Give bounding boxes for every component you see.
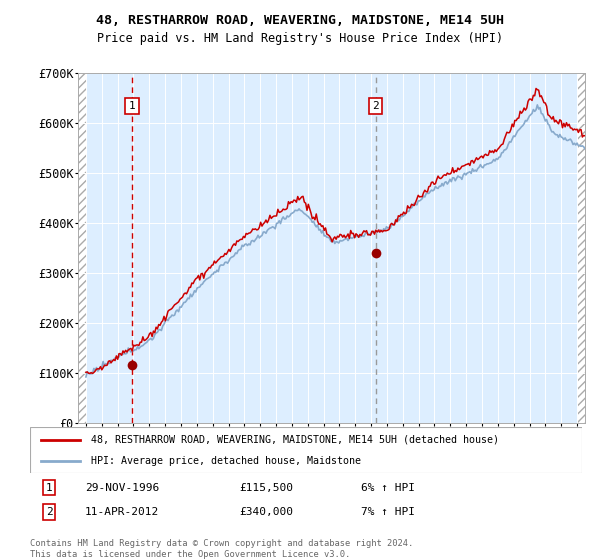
Text: 6% ↑ HPI: 6% ↑ HPI xyxy=(361,483,415,493)
Text: 48, RESTHARROW ROAD, WEAVERING, MAIDSTONE, ME14 5UH (detached house): 48, RESTHARROW ROAD, WEAVERING, MAIDSTON… xyxy=(91,435,499,445)
Text: 1: 1 xyxy=(46,483,53,493)
Text: Price paid vs. HM Land Registry's House Price Index (HPI): Price paid vs. HM Land Registry's House … xyxy=(97,32,503,45)
FancyBboxPatch shape xyxy=(30,427,582,473)
Text: 2: 2 xyxy=(46,507,53,517)
Text: 29-NOV-1996: 29-NOV-1996 xyxy=(85,483,160,493)
Text: 7% ↑ HPI: 7% ↑ HPI xyxy=(361,507,415,517)
Text: 11-APR-2012: 11-APR-2012 xyxy=(85,507,160,517)
Bar xyxy=(78,73,87,423)
Text: HPI: Average price, detached house, Maidstone: HPI: Average price, detached house, Maid… xyxy=(91,456,361,466)
Text: £115,500: £115,500 xyxy=(240,483,294,493)
Text: 48, RESTHARROW ROAD, WEAVERING, MAIDSTONE, ME14 5UH: 48, RESTHARROW ROAD, WEAVERING, MAIDSTON… xyxy=(96,14,504,27)
Bar xyxy=(578,73,585,423)
Text: 1: 1 xyxy=(128,101,136,111)
Text: Contains HM Land Registry data © Crown copyright and database right 2024.
This d: Contains HM Land Registry data © Crown c… xyxy=(30,539,413,559)
Text: £340,000: £340,000 xyxy=(240,507,294,517)
Text: 2: 2 xyxy=(372,101,379,111)
